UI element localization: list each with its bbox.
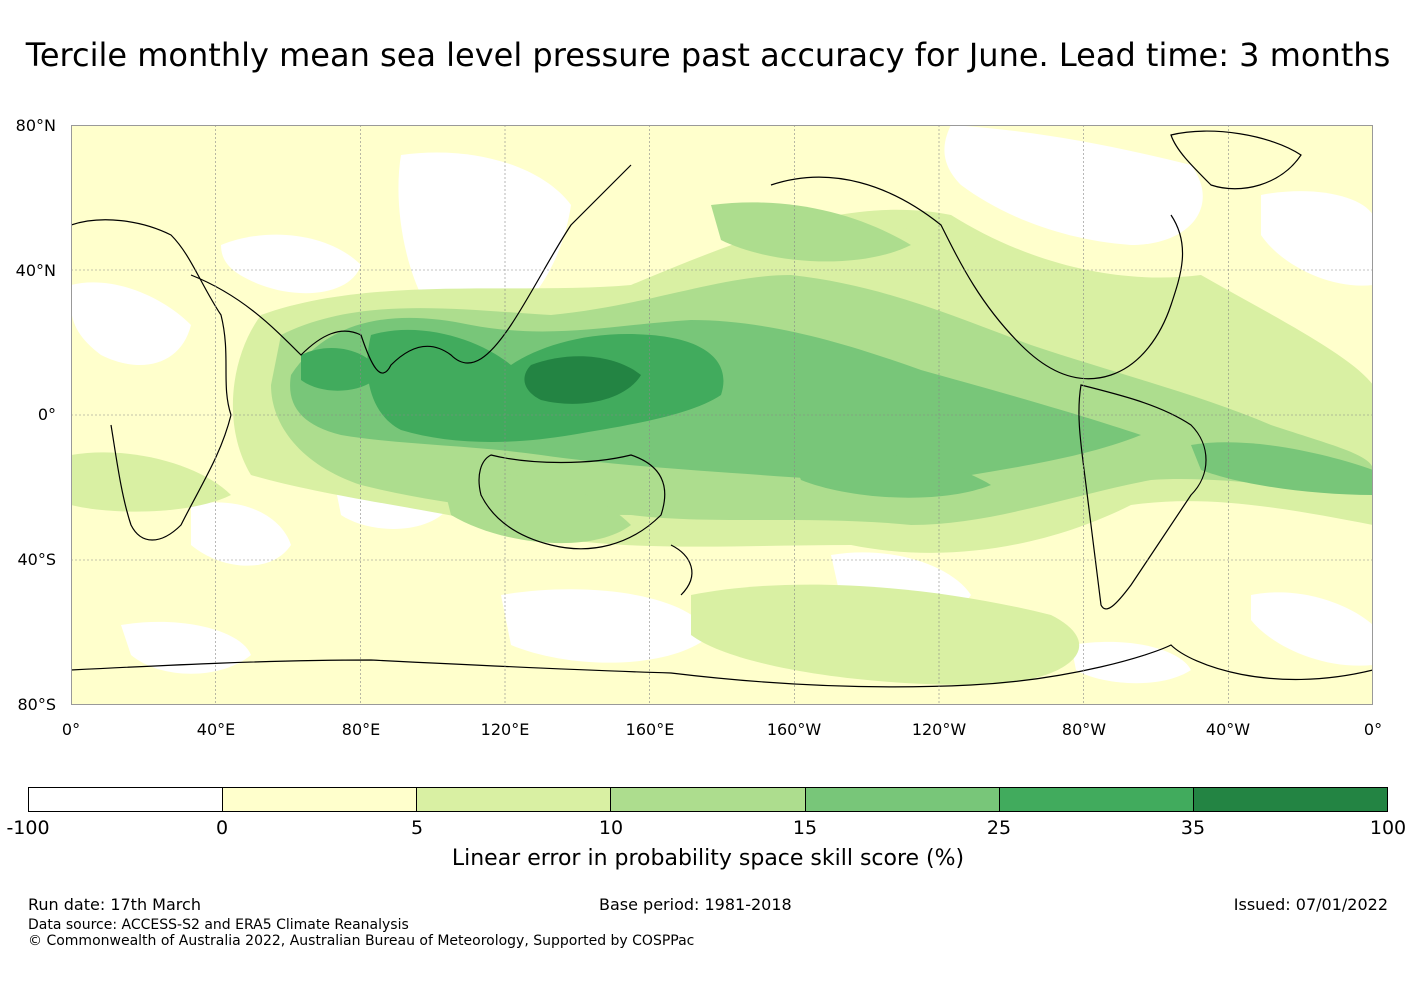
colorbar-segment bbox=[805, 788, 1000, 811]
lon-label-0: 0° bbox=[61, 720, 81, 739]
copyright: © Commonwealth of Australia 2022, Austra… bbox=[28, 933, 695, 949]
colorbar bbox=[28, 787, 1388, 812]
colorbar-tick: 5 bbox=[410, 817, 424, 839]
colorbar-segment bbox=[417, 788, 612, 811]
issued-date: Issued: 07/01/2022 bbox=[1233, 895, 1388, 914]
colorbar-segment bbox=[223, 788, 418, 811]
colorbar-tick: 0 bbox=[215, 817, 229, 839]
colorbar-tick: 100 bbox=[1369, 817, 1407, 839]
lat-label-80s: 80°S bbox=[17, 695, 56, 714]
map-title: Tercile monthly mean sea level pressure … bbox=[25, 36, 1391, 74]
colorbar-tick: 15 bbox=[792, 817, 818, 839]
lon-label-0-end: 0° bbox=[1363, 720, 1383, 739]
colorbar-tick: -100 bbox=[6, 817, 50, 839]
colorbar-label: Linear error in probability space skill … bbox=[451, 846, 965, 871]
colorbar-tick: 10 bbox=[598, 817, 624, 839]
colorbar-tick: 25 bbox=[986, 817, 1012, 839]
data-source: Data source: ACCESS-S2 and ERA5 Climate … bbox=[28, 917, 409, 933]
coastlines bbox=[71, 130, 1373, 688]
colorbar-segment bbox=[999, 788, 1194, 811]
lat-label-40n: 40°N bbox=[15, 261, 56, 280]
skill-score-map bbox=[71, 125, 1373, 705]
colorbar-segment bbox=[29, 788, 224, 811]
run-date: Run date: 17th March bbox=[28, 895, 201, 914]
lon-label-160e: 160°E bbox=[625, 720, 675, 739]
lon-label-80w: 80°W bbox=[1061, 720, 1107, 739]
lat-label-0: 0° bbox=[37, 405, 56, 424]
lat-label-80n: 80°N bbox=[15, 116, 56, 135]
lon-label-80e: 80°E bbox=[341, 720, 381, 739]
lon-label-160w: 160°W bbox=[766, 720, 822, 739]
lon-label-40e: 40°E bbox=[196, 720, 236, 739]
lat-label-40s: 40°S bbox=[17, 550, 56, 569]
colorbar-segment bbox=[1193, 788, 1387, 811]
lon-label-120e: 120°E bbox=[480, 720, 530, 739]
lon-label-120w: 120°W bbox=[911, 720, 967, 739]
graticule bbox=[71, 125, 1373, 705]
skill-35-100 bbox=[524, 356, 641, 404]
base-period: Base period: 1981-2018 bbox=[599, 895, 792, 914]
lon-label-40w: 40°W bbox=[1205, 720, 1251, 739]
map-canvas bbox=[71, 125, 1373, 705]
colorbar-tick: 35 bbox=[1180, 817, 1206, 839]
colorbar-segment bbox=[611, 788, 806, 811]
